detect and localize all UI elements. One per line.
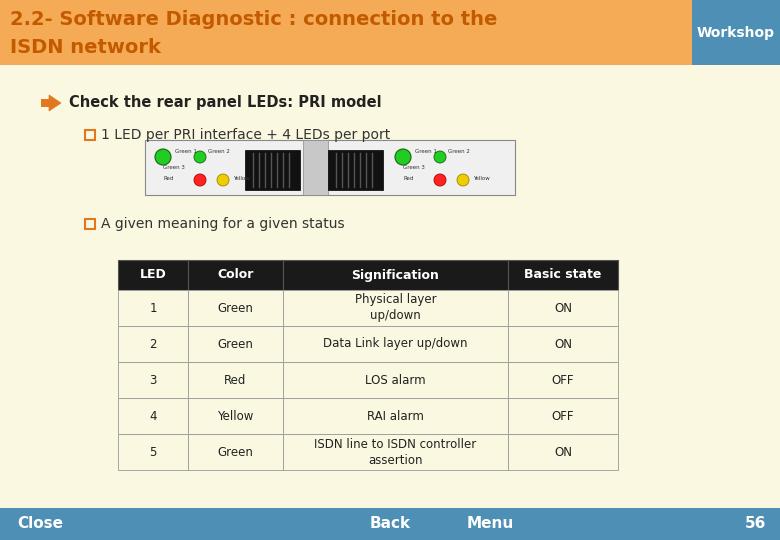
Circle shape <box>155 149 171 165</box>
Text: Yellow: Yellow <box>218 409 254 422</box>
Text: 1: 1 <box>149 301 157 314</box>
Text: Back: Back <box>370 516 410 531</box>
Text: Yellow: Yellow <box>233 176 250 181</box>
Circle shape <box>395 149 411 165</box>
Bar <box>283 362 508 398</box>
Bar <box>245 150 300 190</box>
Bar <box>508 398 618 434</box>
Text: 3: 3 <box>149 374 157 387</box>
Text: 1 LED per PRI interface + 4 LEDs per port: 1 LED per PRI interface + 4 LEDs per por… <box>101 128 390 142</box>
Bar <box>692 0 780 65</box>
Bar <box>0 0 780 65</box>
Text: Green: Green <box>218 338 254 350</box>
Text: ON: ON <box>554 301 572 314</box>
Bar <box>118 398 188 434</box>
Bar <box>283 260 508 290</box>
Circle shape <box>434 174 446 186</box>
Text: Red: Red <box>225 374 246 387</box>
Text: 2: 2 <box>149 338 157 350</box>
Bar <box>283 326 508 362</box>
Circle shape <box>194 151 206 163</box>
Bar <box>508 434 618 470</box>
Text: RAI alarm: RAI alarm <box>367 409 424 422</box>
Bar <box>508 260 618 290</box>
Text: Red: Red <box>403 176 413 181</box>
Bar <box>85 219 95 229</box>
Text: Menu: Menu <box>466 516 513 531</box>
Bar <box>283 398 508 434</box>
Text: LED: LED <box>140 268 166 281</box>
Text: Green: Green <box>218 446 254 458</box>
Text: Green: Green <box>218 301 254 314</box>
Bar <box>188 260 283 290</box>
Text: Green 2: Green 2 <box>448 149 470 154</box>
Bar <box>118 260 188 290</box>
Bar <box>145 140 515 195</box>
Bar <box>328 150 383 190</box>
Bar <box>283 434 508 470</box>
Bar <box>303 140 328 195</box>
Text: Color: Color <box>218 268 254 281</box>
Bar <box>508 290 618 326</box>
Text: A given meaning for a given status: A given meaning for a given status <box>101 217 345 231</box>
Bar <box>188 326 283 362</box>
Text: ISDN line to ISDN controller
assertion: ISDN line to ISDN controller assertion <box>314 437 477 467</box>
Text: Data Link layer up/down: Data Link layer up/down <box>323 338 468 350</box>
Circle shape <box>217 174 229 186</box>
Text: Green 1: Green 1 <box>175 149 197 154</box>
Bar <box>41 99 49 107</box>
Text: ISDN network: ISDN network <box>10 38 161 57</box>
Text: Signification: Signification <box>352 268 439 281</box>
Text: ON: ON <box>554 446 572 458</box>
Text: 2.2- Software Diagnostic : connection to the: 2.2- Software Diagnostic : connection to… <box>10 10 498 29</box>
Bar <box>118 434 188 470</box>
Text: Workshop: Workshop <box>697 25 775 39</box>
Bar <box>118 326 188 362</box>
Bar <box>508 326 618 362</box>
Text: Green 3: Green 3 <box>403 165 425 170</box>
Text: Red: Red <box>163 176 173 181</box>
Text: ON: ON <box>554 338 572 350</box>
Text: OFF: OFF <box>551 374 574 387</box>
Text: Basic state: Basic state <box>524 268 601 281</box>
Bar <box>188 434 283 470</box>
Bar <box>118 290 188 326</box>
Bar <box>188 290 283 326</box>
Bar <box>508 362 618 398</box>
Text: 5: 5 <box>149 446 157 458</box>
Text: OFF: OFF <box>551 409 574 422</box>
Circle shape <box>434 151 446 163</box>
Text: 4: 4 <box>149 409 157 422</box>
Polygon shape <box>49 95 61 111</box>
Text: Green 1: Green 1 <box>415 149 437 154</box>
Bar <box>85 130 95 140</box>
Text: Close: Close <box>17 516 63 531</box>
Bar <box>118 362 188 398</box>
Bar <box>0 508 780 540</box>
Bar <box>188 362 283 398</box>
Text: Physical layer
up/down: Physical layer up/down <box>355 294 436 322</box>
Text: LOS alarm: LOS alarm <box>365 374 426 387</box>
Text: Yellow: Yellow <box>473 176 490 181</box>
Bar <box>188 398 283 434</box>
Text: Check the rear panel LEDs: PRI model: Check the rear panel LEDs: PRI model <box>69 96 381 111</box>
Text: Green 2: Green 2 <box>208 149 230 154</box>
Bar <box>283 290 508 326</box>
Text: Green 3: Green 3 <box>163 165 185 170</box>
Circle shape <box>457 174 469 186</box>
Circle shape <box>194 174 206 186</box>
Text: 56: 56 <box>744 516 766 531</box>
